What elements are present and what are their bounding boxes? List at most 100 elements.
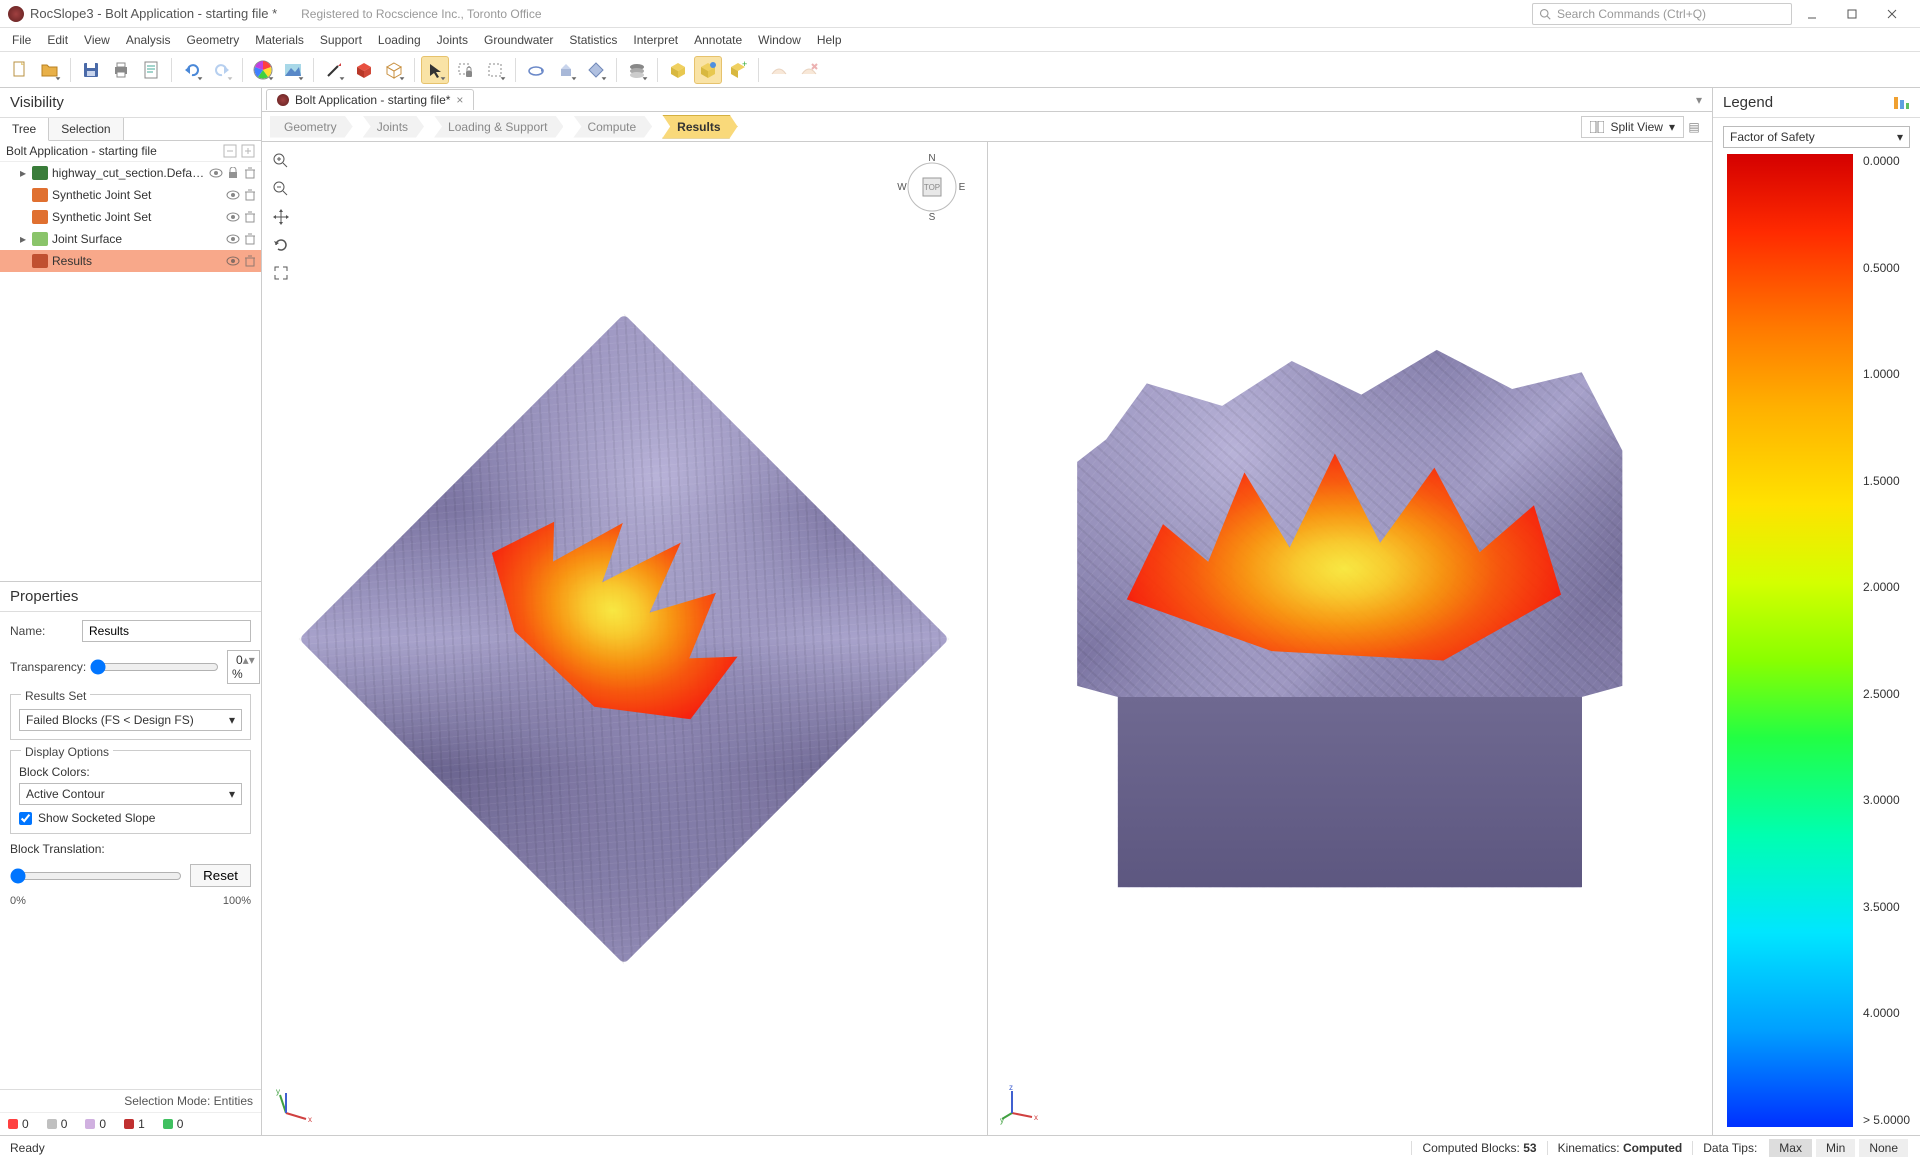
collapse-icon[interactable]	[223, 144, 237, 158]
transparency-slider[interactable]	[90, 659, 219, 675]
delete-icon[interactable]	[243, 210, 257, 224]
data-tip-none[interactable]: None	[1859, 1139, 1908, 1157]
close-button[interactable]	[1872, 0, 1912, 28]
expand-icon[interactable]	[241, 144, 255, 158]
axis-gizmo[interactable]: x y z	[1000, 1085, 1040, 1125]
menu-support[interactable]: Support	[312, 30, 370, 50]
menu-file[interactable]: File	[4, 30, 39, 50]
cube-red-button[interactable]	[350, 56, 378, 84]
compass-widget[interactable]: TOP N S W E	[897, 152, 967, 222]
breadcrumb-compute[interactable]: Compute	[573, 116, 652, 138]
results-set-select[interactable]: Failed Blocks (FS < Design FS)▾	[19, 709, 242, 731]
new-file-button[interactable]	[6, 56, 34, 84]
legend-tick: 0.0000	[1863, 154, 1910, 168]
tree-node[interactable]: ▸ highway_cut_section.Defa…	[0, 162, 261, 184]
viewport-right[interactable]: x y z	[988, 142, 1713, 1135]
axis-gizmo[interactable]: x y	[274, 1085, 314, 1125]
document-tab[interactable]: Bolt Application - starting file* ×	[266, 89, 474, 110]
report-button[interactable]	[137, 56, 165, 84]
legend-settings-icon[interactable]	[1892, 95, 1910, 111]
menu-groundwater[interactable]: Groundwater	[476, 30, 561, 50]
block-colors-select[interactable]: Active Contour▾	[19, 783, 242, 805]
cube-wire-button[interactable]	[380, 56, 408, 84]
show-socketed-checkbox[interactable]: Show Socketed Slope	[19, 811, 242, 825]
visibility-toggle-icon[interactable]	[209, 166, 223, 180]
name-input[interactable]	[82, 620, 251, 642]
breadcrumb-loading-support[interactable]: Loading & Support	[434, 116, 563, 138]
viewport-left[interactable]: TOP N S W E x y	[262, 142, 987, 1135]
visibility-toggle-icon[interactable]	[226, 210, 240, 224]
transparency-value[interactable]: 0 %▴▾	[227, 650, 260, 684]
menu-materials[interactable]: Materials	[247, 30, 312, 50]
search-commands-input[interactable]: Search Commands (Ctrl+Q)	[1532, 3, 1792, 25]
box-yellow-button[interactable]	[664, 56, 692, 84]
landscape-button[interactable]	[279, 56, 307, 84]
menu-interpret[interactable]: Interpret	[625, 30, 686, 50]
surface-button[interactable]	[765, 56, 793, 84]
box-highlight-button[interactable]	[694, 56, 722, 84]
view-mode-select[interactable]: Split View▾	[1581, 116, 1684, 138]
color-wheel-button[interactable]	[249, 56, 277, 84]
visibility-toggle-icon[interactable]	[226, 188, 240, 202]
visibility-tab-tree[interactable]: Tree	[0, 118, 49, 141]
undo-button[interactable]	[178, 56, 206, 84]
minimize-button[interactable]	[1792, 0, 1832, 28]
menu-window[interactable]: Window	[750, 30, 809, 50]
menu-statistics[interactable]: Statistics	[561, 30, 625, 50]
rotate-tool-button[interactable]	[522, 56, 550, 84]
close-tab-icon[interactable]: ×	[456, 93, 463, 107]
menu-view[interactable]: View	[76, 30, 118, 50]
fit-icon[interactable]	[270, 262, 292, 284]
menu-annotate[interactable]: Annotate	[686, 30, 750, 50]
open-file-button[interactable]	[36, 56, 64, 84]
menu-edit[interactable]: Edit	[39, 30, 76, 50]
menu-joints[interactable]: Joints	[429, 30, 476, 50]
tab-overflow-icon[interactable]: ▾	[1690, 93, 1708, 107]
layer-tool-button[interactable]	[623, 56, 651, 84]
tree-node[interactable]: Synthetic Joint Set	[0, 206, 261, 228]
menu-loading[interactable]: Loading	[370, 30, 429, 50]
tree-node[interactable]: Results	[0, 250, 261, 272]
pan-tool-button[interactable]	[552, 56, 580, 84]
box-add-button[interactable]: +	[724, 56, 752, 84]
visibility-toggle-icon[interactable]	[226, 232, 240, 246]
visibility-toggle-icon[interactable]	[226, 254, 240, 268]
tree-root-row[interactable]: Bolt Application - starting file	[0, 141, 261, 162]
block-translation-label: Block Translation:	[10, 842, 251, 856]
breadcrumb-geometry[interactable]: Geometry	[270, 116, 353, 138]
save-button[interactable]	[77, 56, 105, 84]
menu-analysis[interactable]: Analysis	[118, 30, 179, 50]
diamond-button[interactable]	[582, 56, 610, 84]
maximize-button[interactable]	[1832, 0, 1872, 28]
edit-tool-button[interactable]	[320, 56, 348, 84]
delete-icon[interactable]	[243, 166, 257, 180]
visibility-tab-selection[interactable]: Selection	[49, 118, 123, 140]
print-button[interactable]	[107, 56, 135, 84]
legend-field-select[interactable]: Factor of Safety▾	[1723, 126, 1910, 148]
svg-text:y: y	[1000, 1116, 1004, 1125]
lock-icon[interactable]	[226, 166, 240, 180]
breadcrumb-results[interactable]: Results	[662, 115, 737, 139]
reset-button[interactable]: Reset	[190, 864, 251, 887]
menu-geometry[interactable]: Geometry	[179, 30, 248, 50]
redo-button[interactable]	[208, 56, 236, 84]
delete-icon[interactable]	[243, 232, 257, 246]
block-translation-slider[interactable]	[10, 868, 182, 884]
delete-icon[interactable]	[243, 188, 257, 202]
breadcrumb-joints[interactable]: Joints	[363, 116, 424, 138]
view-settings-icon[interactable]: ▤	[1684, 120, 1704, 134]
menu-help[interactable]: Help	[809, 30, 850, 50]
delete-icon[interactable]	[243, 254, 257, 268]
zoom-in-icon[interactable]	[270, 150, 292, 172]
tree-node[interactable]: Synthetic Joint Set	[0, 184, 261, 206]
reset-view-icon[interactable]	[270, 234, 292, 256]
surface-delete-button[interactable]	[795, 56, 823, 84]
zoom-out-icon[interactable]	[270, 178, 292, 200]
pan-icon[interactable]	[270, 206, 292, 228]
data-tip-min[interactable]: Min	[1816, 1139, 1855, 1157]
data-tip-max[interactable]: Max	[1769, 1139, 1812, 1157]
tree-node[interactable]: ▸ Joint Surface	[0, 228, 261, 250]
lock-selection-button[interactable]	[451, 56, 479, 84]
selection-box-button[interactable]	[481, 56, 509, 84]
cursor-tool-button[interactable]	[421, 56, 449, 84]
